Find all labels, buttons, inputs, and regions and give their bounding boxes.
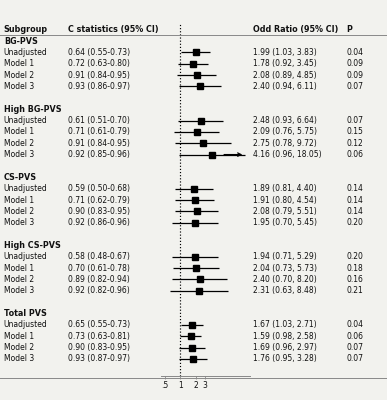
Text: 2.48 (0.93, 6.64): 2.48 (0.93, 6.64) [253, 116, 317, 125]
Text: 0.59 (0.50-0.68): 0.59 (0.50-0.68) [68, 184, 130, 193]
Text: 0.91 (0.84-0.95): 0.91 (0.84-0.95) [68, 70, 130, 80]
Text: 0.92 (0.82-0.96): 0.92 (0.82-0.96) [68, 286, 130, 295]
Text: 0.93 (0.86-0.97): 0.93 (0.86-0.97) [68, 82, 130, 91]
Text: 0.20: 0.20 [346, 252, 363, 261]
Text: 0.72 (0.63-0.80): 0.72 (0.63-0.80) [68, 59, 130, 68]
Text: 0.71 (0.62-0.79): 0.71 (0.62-0.79) [68, 196, 130, 204]
Text: 0.09: 0.09 [346, 59, 363, 68]
Text: 2.75 (0.78, 9.72): 2.75 (0.78, 9.72) [253, 139, 317, 148]
Text: Model 1: Model 1 [4, 59, 34, 68]
Text: 1.89 (0.81, 4.40): 1.89 (0.81, 4.40) [253, 184, 317, 193]
Text: Model 3: Model 3 [4, 286, 34, 295]
Text: 1.91 (0.80, 4.54): 1.91 (0.80, 4.54) [253, 196, 317, 204]
Text: Unadjusted: Unadjusted [4, 48, 48, 57]
Text: 0.07: 0.07 [346, 343, 363, 352]
Text: 0.04: 0.04 [346, 48, 363, 57]
Text: 0.15: 0.15 [346, 127, 363, 136]
Text: 1.95 (0.70, 5.45): 1.95 (0.70, 5.45) [253, 218, 317, 227]
Text: 0.58 (0.48-0.67): 0.58 (0.48-0.67) [68, 252, 130, 261]
Text: 0.04: 0.04 [346, 320, 363, 330]
Text: Model 1: Model 1 [4, 127, 34, 136]
Text: 1.69 (0.96, 2.97): 1.69 (0.96, 2.97) [253, 343, 317, 352]
Text: 0.14: 0.14 [346, 207, 363, 216]
Text: 0.92 (0.86-0.96): 0.92 (0.86-0.96) [68, 218, 130, 227]
Text: 0.07: 0.07 [346, 82, 363, 91]
Text: 2.40 (0.70, 8.20): 2.40 (0.70, 8.20) [253, 275, 317, 284]
Text: Model 3: Model 3 [4, 354, 34, 364]
Text: Model 2: Model 2 [4, 70, 34, 80]
Text: High CS-PVS: High CS-PVS [4, 241, 61, 250]
Text: 2.08 (0.79, 5.51): 2.08 (0.79, 5.51) [253, 207, 317, 216]
Text: Total PVS: Total PVS [4, 309, 47, 318]
Text: 0.93 (0.87-0.97): 0.93 (0.87-0.97) [68, 354, 130, 364]
Text: 1.99 (1.03, 3.83): 1.99 (1.03, 3.83) [253, 48, 317, 57]
Text: 1.59 (0.98, 2.58): 1.59 (0.98, 2.58) [253, 332, 317, 341]
Text: 0.07: 0.07 [346, 116, 363, 125]
Text: 2.04 (0.73, 5.73): 2.04 (0.73, 5.73) [253, 264, 317, 273]
Text: 1.76 (0.95, 3.28): 1.76 (0.95, 3.28) [253, 354, 317, 364]
Text: 0.14: 0.14 [346, 184, 363, 193]
Text: 0.06: 0.06 [346, 150, 363, 159]
Text: 0.91 (0.84-0.95): 0.91 (0.84-0.95) [68, 139, 130, 148]
Text: 0.89 (0.82-0.94): 0.89 (0.82-0.94) [68, 275, 130, 284]
Text: 0.71 (0.61-0.79): 0.71 (0.61-0.79) [68, 127, 130, 136]
Text: 0.70 (0.61-0.78): 0.70 (0.61-0.78) [68, 264, 130, 273]
Text: 0.20: 0.20 [346, 218, 363, 227]
Text: Odd Ratio (95% CI): Odd Ratio (95% CI) [253, 25, 339, 34]
Text: 0.21: 0.21 [346, 286, 363, 295]
Text: 0.16: 0.16 [346, 275, 363, 284]
Text: Model 1: Model 1 [4, 264, 34, 273]
Text: Unadjusted: Unadjusted [4, 116, 48, 125]
Text: 1.67 (1.03, 2.71): 1.67 (1.03, 2.71) [253, 320, 317, 330]
Text: 0.73 (0.63-0.81): 0.73 (0.63-0.81) [68, 332, 130, 341]
Text: Model 3: Model 3 [4, 218, 34, 227]
Text: 0.12: 0.12 [346, 139, 363, 148]
Text: C statistics (95% CI): C statistics (95% CI) [68, 25, 158, 34]
Text: High BG-PVS: High BG-PVS [4, 105, 62, 114]
Text: 1.78 (0.92, 3.45): 1.78 (0.92, 3.45) [253, 59, 317, 68]
Text: P: P [346, 25, 352, 34]
Text: 2.31 (0.63, 8.48): 2.31 (0.63, 8.48) [253, 286, 317, 295]
Text: 0.65 (0.55-0.73): 0.65 (0.55-0.73) [68, 320, 130, 330]
Text: Model 2: Model 2 [4, 139, 34, 148]
Text: Unadjusted: Unadjusted [4, 184, 48, 193]
Text: Model 1: Model 1 [4, 196, 34, 204]
Text: 0.64 (0.55-0.73): 0.64 (0.55-0.73) [68, 48, 130, 57]
Text: Unadjusted: Unadjusted [4, 320, 48, 330]
Text: 2.08 (0.89, 4.85): 2.08 (0.89, 4.85) [253, 70, 317, 80]
Text: 4.16 (0.96, 18.05): 4.16 (0.96, 18.05) [253, 150, 322, 159]
Text: 0.90 (0.83-0.95): 0.90 (0.83-0.95) [68, 343, 130, 352]
Text: 0.07: 0.07 [346, 354, 363, 364]
Text: Unadjusted: Unadjusted [4, 252, 48, 261]
Text: 2.40 (0.94, 6.11): 2.40 (0.94, 6.11) [253, 82, 317, 91]
Text: BG-PVS: BG-PVS [4, 36, 38, 46]
Text: 0.14: 0.14 [346, 196, 363, 204]
Text: Model 3: Model 3 [4, 150, 34, 159]
Text: 0.09: 0.09 [346, 70, 363, 80]
Text: 0.90 (0.83-0.95): 0.90 (0.83-0.95) [68, 207, 130, 216]
Text: Model 1: Model 1 [4, 332, 34, 341]
Text: 2.09 (0.76, 5.75): 2.09 (0.76, 5.75) [253, 127, 317, 136]
Text: CS-PVS: CS-PVS [4, 173, 37, 182]
Text: 0.18: 0.18 [346, 264, 363, 273]
Text: Model 2: Model 2 [4, 343, 34, 352]
Text: Model 2: Model 2 [4, 207, 34, 216]
Text: 0.06: 0.06 [346, 332, 363, 341]
Text: Model 3: Model 3 [4, 82, 34, 91]
Text: 0.61 (0.51-0.70): 0.61 (0.51-0.70) [68, 116, 130, 125]
Text: 0.92 (0.85-0.96): 0.92 (0.85-0.96) [68, 150, 130, 159]
Text: Model 2: Model 2 [4, 275, 34, 284]
Text: 1.94 (0.71, 5.29): 1.94 (0.71, 5.29) [253, 252, 317, 261]
Text: Subgroup: Subgroup [4, 25, 48, 34]
